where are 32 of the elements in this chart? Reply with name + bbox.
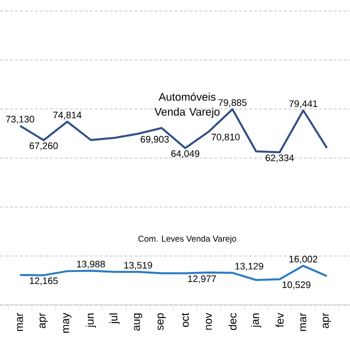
data-label: 16,002 bbox=[290, 256, 318, 264]
x-tick-label: sep bbox=[158, 313, 166, 330]
data-label: 73,130 bbox=[6, 116, 34, 124]
data-label: 79,885 bbox=[218, 99, 247, 108]
data-label: 62,334 bbox=[266, 154, 294, 162]
x-tick-label: nov bbox=[206, 312, 212, 330]
x-tick-label: jul bbox=[109, 314, 120, 324]
data-label: 12,977 bbox=[188, 275, 216, 284]
x-tick-label: apr bbox=[322, 312, 331, 328]
x-tick-label: mar bbox=[17, 312, 24, 331]
x-tick-label: apr bbox=[40, 312, 48, 328]
data-label: 69,903 bbox=[140, 136, 169, 144]
annotation: Com. Leves Venda Varejo bbox=[138, 235, 236, 244]
x-tick-label: aug bbox=[134, 313, 142, 331]
data-label: 70,810 bbox=[212, 134, 240, 142]
data-label: 64,049 bbox=[171, 150, 200, 158]
data-label: 13,988 bbox=[77, 260, 105, 269]
annotation: Automóveis Venda Varejo bbox=[154, 92, 220, 118]
data-label: 10,529 bbox=[282, 281, 310, 290]
data-label: 74,814 bbox=[53, 112, 82, 120]
x-tick-label: jun bbox=[86, 313, 96, 328]
x-tick-label: oct bbox=[182, 312, 189, 327]
data-label: 12,165 bbox=[30, 277, 58, 286]
data-label: 13,129 bbox=[235, 262, 264, 271]
x-tick-label: may bbox=[63, 312, 72, 333]
data-label: 79,441 bbox=[289, 100, 318, 108]
x-tick-label: fev bbox=[276, 312, 284, 328]
data-label: 67,260 bbox=[30, 142, 58, 150]
x-tick-label: mar bbox=[300, 312, 306, 331]
x-tick-label: dec bbox=[228, 313, 236, 330]
x-tick-label: jan bbox=[250, 313, 262, 328]
data-label: 13,519 bbox=[124, 262, 152, 270]
